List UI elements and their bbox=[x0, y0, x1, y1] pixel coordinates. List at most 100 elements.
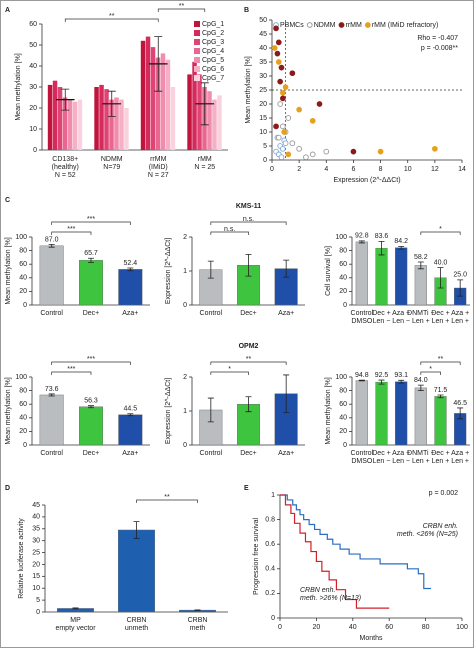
y-tick-label: 10 bbox=[259, 129, 267, 136]
text-line: Aza + bbox=[392, 310, 410, 317]
scatter-point bbox=[282, 84, 289, 91]
significance-label: n.s. bbox=[224, 226, 235, 233]
chart-title: OPM2 bbox=[239, 343, 259, 350]
x-tick-label: 12 bbox=[431, 166, 439, 173]
bar bbox=[72, 101, 78, 150]
text-line: Dec + bbox=[431, 450, 449, 457]
legend-label: rrMM bbox=[346, 22, 362, 29]
text-line: MP bbox=[70, 617, 81, 624]
y-tick-label: 20 bbox=[339, 428, 347, 435]
scatter-point bbox=[280, 95, 286, 102]
y-tick-label: 80 bbox=[19, 247, 27, 254]
scatter-point bbox=[303, 154, 309, 161]
error-bar bbox=[378, 240, 385, 256]
x-tick-label: Aza+ bbox=[278, 450, 294, 457]
x-tick-label: Control DMSO bbox=[351, 310, 374, 325]
error-bar bbox=[127, 413, 134, 417]
y-tick-label: 20 bbox=[259, 101, 267, 108]
bar bbox=[117, 529, 155, 613]
text-line: Len − bbox=[373, 458, 391, 465]
x-tick-label: Control bbox=[40, 310, 63, 317]
y-tick-label: 20 bbox=[19, 428, 27, 435]
legend-marker bbox=[338, 22, 345, 28]
scatter-point bbox=[281, 129, 288, 135]
error-bar bbox=[457, 279, 464, 297]
y-tick-label: 10 bbox=[32, 585, 40, 592]
error-bar bbox=[245, 396, 252, 413]
survival-line bbox=[280, 494, 390, 609]
value-label: 71.5 bbox=[434, 387, 448, 394]
y-tick-label: 2 bbox=[183, 234, 187, 241]
legend-label: CpG_4 bbox=[202, 48, 224, 55]
significance-bracket bbox=[210, 221, 287, 225]
y-axis-label: Progression free survival bbox=[253, 518, 260, 595]
series-label: CRBN enh. meth. <26% (N=25) bbox=[397, 523, 458, 538]
error-bar bbox=[417, 384, 424, 391]
y-tick-label: 0 bbox=[23, 302, 27, 309]
legend-label: CpG_6 bbox=[202, 66, 224, 73]
value-label: 94.8 bbox=[355, 372, 369, 379]
y-tick-label: 35 bbox=[259, 59, 267, 66]
text-line: CD138+ bbox=[52, 156, 78, 163]
annotation: Rho = -0.407 bbox=[417, 35, 458, 42]
bar bbox=[375, 381, 388, 446]
error-bar bbox=[457, 407, 464, 420]
y-tick-label: 0 bbox=[263, 157, 267, 164]
value-label: 93.1 bbox=[394, 372, 408, 379]
bar bbox=[67, 99, 73, 150]
x-tick-label: DNMTi − Len + bbox=[407, 310, 435, 325]
scatter-point bbox=[275, 39, 282, 46]
legend-marker bbox=[306, 22, 313, 28]
text-line: Len + bbox=[432, 318, 450, 325]
bar bbox=[375, 247, 388, 306]
x-tick-label: 8 bbox=[379, 166, 383, 173]
y-tick-label: 80 bbox=[339, 387, 347, 394]
text-line: meth. <26% (N=25) bbox=[397, 531, 458, 538]
x-tick-label: Dec + Len + bbox=[431, 450, 449, 465]
legend-label: rMM (IMiD refractory) bbox=[372, 22, 439, 29]
bar bbox=[77, 99, 83, 150]
error-bar bbox=[358, 379, 365, 382]
text-line: unmeth bbox=[125, 625, 148, 632]
legend-swatch bbox=[194, 48, 200, 54]
legend-label: CpG_1 bbox=[202, 21, 224, 28]
y-tick-label: 25 bbox=[259, 87, 267, 94]
y-tick-label: 40 bbox=[32, 514, 40, 521]
scatter-point bbox=[274, 50, 281, 57]
y-tick-label: 25 bbox=[32, 549, 40, 556]
text-line: meth. >26% (N=13) bbox=[300, 595, 361, 602]
bar bbox=[118, 269, 143, 306]
significance-label: ** bbox=[246, 356, 252, 363]
text-line: Len − bbox=[373, 318, 391, 325]
bar bbox=[118, 414, 143, 446]
text-line: empty vector bbox=[55, 625, 96, 632]
significance-bracket bbox=[51, 231, 92, 235]
text-line: N=79 bbox=[103, 164, 120, 171]
significance-bracket bbox=[51, 371, 92, 375]
text-line: Len + bbox=[412, 458, 430, 465]
text-line: NDMM bbox=[101, 156, 123, 163]
x-tick-label: Aza+ bbox=[122, 310, 138, 317]
significance-label: ** bbox=[179, 3, 185, 10]
x-tick-label: DNMTi − Len + bbox=[407, 450, 435, 465]
bar bbox=[355, 241, 368, 306]
value-label: 84.2 bbox=[394, 238, 408, 245]
error-bar bbox=[200, 82, 209, 126]
y-tick-label: 100 bbox=[335, 234, 347, 241]
error-bar bbox=[133, 521, 140, 539]
significance-bracket bbox=[420, 371, 441, 375]
significance-bracket bbox=[157, 8, 206, 12]
text-line: Len − bbox=[392, 318, 410, 325]
significance-label: * bbox=[228, 366, 231, 373]
x-tick-label: Control DMSO bbox=[351, 450, 374, 465]
series-label: CRBN enh. meth. >26% (N=13) bbox=[300, 587, 361, 602]
x-tick-label: Aza + Len + bbox=[451, 310, 469, 325]
significance-label: * bbox=[429, 366, 432, 373]
bar bbox=[165, 59, 171, 151]
error-bar bbox=[437, 267, 444, 289]
x-tick-label: 6 bbox=[351, 166, 355, 173]
bar bbox=[78, 406, 103, 446]
value-label: 25.0 bbox=[453, 272, 467, 279]
bar bbox=[434, 396, 447, 446]
significance-bracket bbox=[136, 499, 198, 503]
